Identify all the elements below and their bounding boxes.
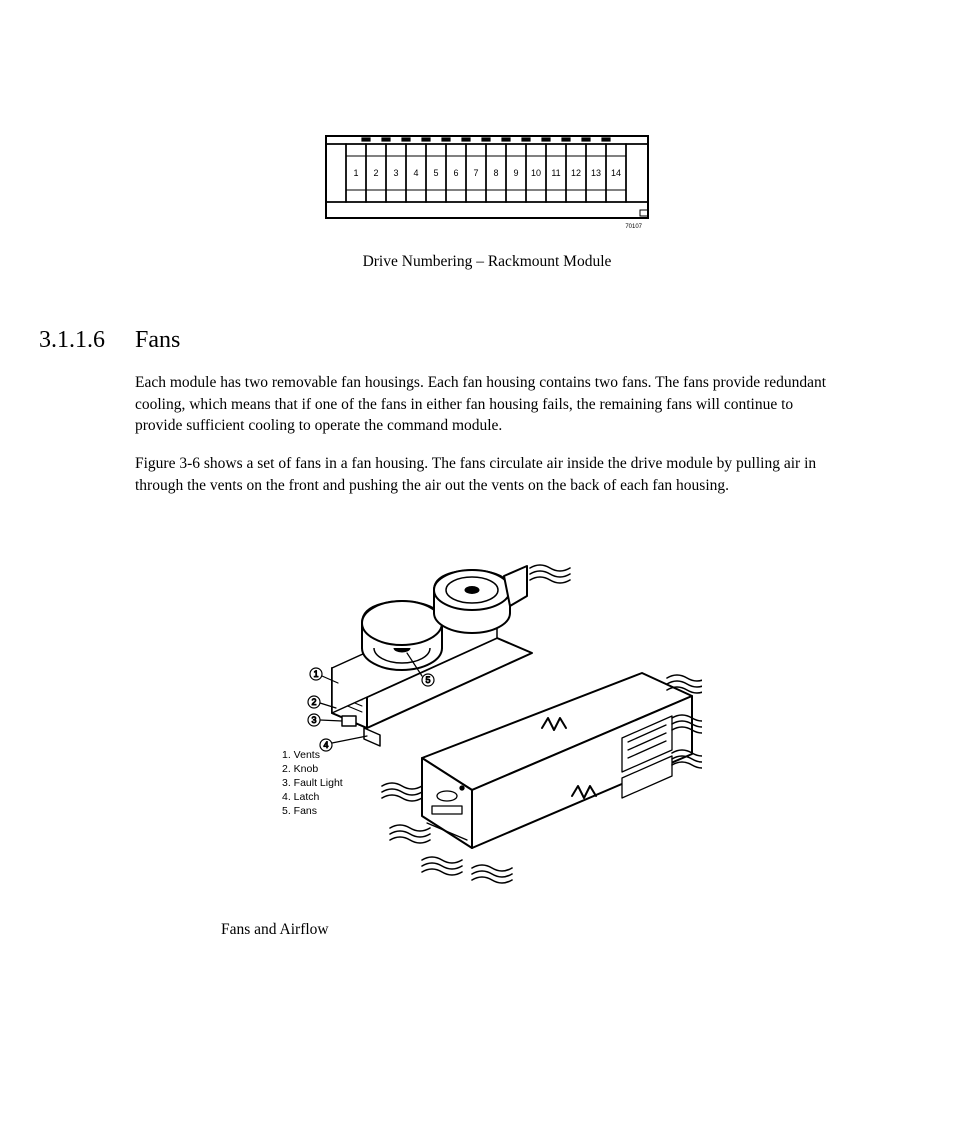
figure-legend: 1. Vents 2. Knob 3. Fault Light 4. Latch… (282, 748, 343, 819)
legend-item: 2. Knob (282, 762, 343, 776)
figure-ref: 70107 (625, 224, 642, 230)
slot-label: 10 (531, 168, 541, 178)
figure-drive-numbering: 1 2 3 4 5 6 7 8 9 10 11 12 13 14 70107 (135, 130, 839, 271)
slot-label: 4 (413, 168, 418, 178)
slot-label: 3 (393, 168, 398, 178)
slot-label: 2 (373, 168, 378, 178)
slot-label: 7 (473, 168, 478, 178)
slot-label: 13 (591, 168, 601, 178)
slot-label: 11 (551, 168, 560, 178)
slot-label: 9 (513, 168, 518, 178)
slot-label: 1 (353, 168, 358, 178)
slot-label: 12 (571, 168, 581, 178)
drive-numbering-svg: 1 2 3 4 5 6 7 8 9 10 11 12 13 14 70107 (322, 130, 652, 230)
figure-caption: Drive Numbering – Rackmount Module (135, 253, 839, 271)
fans-airflow-svg: 1 2 3 4 5 (272, 528, 702, 888)
callout-label: 1 (313, 669, 318, 679)
section-title: Fans (135, 327, 180, 354)
legend-item: 4. Latch (282, 790, 343, 804)
callout-label: 2 (311, 697, 316, 707)
figure-fans-airflow: 1 2 3 4 5 (135, 528, 839, 939)
legend-item: 5. Fans (282, 804, 343, 818)
slot-label: 5 (433, 168, 438, 178)
slot-label: 6 (453, 168, 458, 178)
callout-label: 5 (425, 675, 430, 685)
slot-label: 8 (493, 168, 498, 178)
drive-numbering-diagram: 1 2 3 4 5 6 7 8 9 10 11 12 13 14 70107 (322, 130, 652, 230)
figure-caption: Fans and Airflow (221, 921, 839, 939)
slot-label: 14 (611, 168, 621, 178)
legend-item: 3. Fault Light (282, 776, 343, 790)
legend-item: 1. Vents (282, 748, 343, 762)
fans-airflow-diagram: 1 2 3 4 5 (272, 528, 702, 888)
section-heading: 3.1.1.6 Fans (39, 327, 839, 354)
paragraph: Figure 3-6 shows a set of fans in a fan … (135, 453, 839, 496)
paragraph: Each module has two removable fan housin… (135, 372, 839, 437)
document-page: 1 2 3 4 5 6 7 8 9 10 11 12 13 14 70107 (0, 0, 954, 999)
section-number: 3.1.1.6 (39, 327, 135, 354)
callout-label: 3 (311, 715, 316, 725)
